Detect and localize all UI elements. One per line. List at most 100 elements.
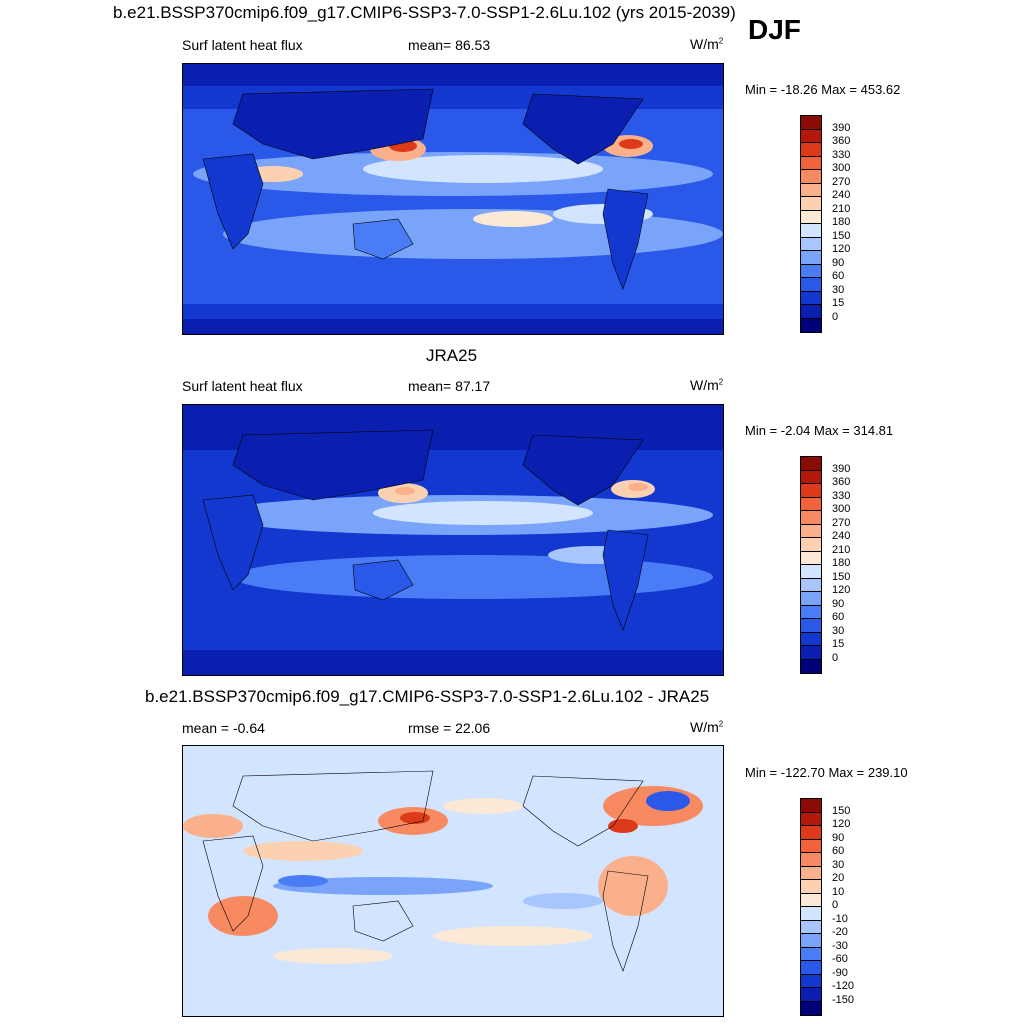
colorbar-segment <box>801 592 821 606</box>
colorbar-segment <box>801 934 821 948</box>
colorbar-tick-label: 240 <box>832 189 851 201</box>
colorbar-tick-label: 120 <box>832 818 851 830</box>
colorbar-segment <box>801 210 821 224</box>
colorbar-tick-label: 120 <box>832 243 851 255</box>
colorbar-segment <box>801 799 821 813</box>
colorbar-tick-label: 270 <box>832 175 851 188</box>
colorbar-tick-label: 60 <box>832 270 845 282</box>
panel3-title: b.e21.BSSP370cmip6.f09_g17.CMIP6-SSP3-7.… <box>145 687 710 706</box>
colorbar-tick-label: 180 <box>832 557 851 569</box>
colorbar-segment <box>801 524 821 538</box>
colorbar-tick-label: 360 <box>832 135 851 147</box>
colorbar-tick-label: 270 <box>832 516 851 529</box>
panel3-minmax: Min = -122.70 Max = 239.10 <box>745 765 908 780</box>
colorbar-tick-label: 390 <box>832 462 851 475</box>
panel1-map <box>182 63 724 335</box>
colorbar-segment <box>801 578 821 592</box>
panel1-variable-label: Surf latent heat flux <box>182 37 303 53</box>
colorbar-tick-label: 90 <box>832 831 845 844</box>
panel2-mean-label: mean= 87.17 <box>408 378 491 394</box>
panel1-title: b.e21.BSSP370cmip6.f09_g17.CMIP6-SSP3-7.… <box>113 3 736 22</box>
colorbar-tick-label: 360 <box>832 476 851 488</box>
colorbar-segment <box>801 116 821 130</box>
colorbar-tick-label: -150 <box>832 993 855 1006</box>
colorbar-segment <box>801 632 821 646</box>
colorbar-tick-label: 180 <box>832 216 851 228</box>
colorbar-tick-label: 20 <box>832 872 845 884</box>
panel2-title: JRA25 <box>426 346 478 365</box>
colorbar-segment <box>801 278 821 292</box>
colorbar-segment <box>801 1001 821 1015</box>
colorbar-tick-label: 30 <box>832 858 845 871</box>
colorbar-segment <box>801 839 821 853</box>
colorbar-segment <box>801 224 821 238</box>
panel1-colorbar <box>800 115 822 333</box>
colorbar-tick-label: 30 <box>832 624 845 637</box>
panel3-mean-label: mean = -0.64 <box>182 720 265 736</box>
panel2-minmax: Min = -2.04 Max = 314.81 <box>745 423 894 438</box>
colorbar-tick-label: 90 <box>832 256 845 269</box>
colorbar-segment <box>801 646 821 660</box>
colorbar-tick-label: 150 <box>832 570 851 583</box>
panel1-map-svg <box>183 64 723 334</box>
colorbar-tick-label: 15 <box>832 638 845 650</box>
colorbar-tick-label: 120 <box>832 584 851 596</box>
colorbar-segment <box>801 305 821 319</box>
colorbar-segment <box>801 129 821 143</box>
colorbar-segment <box>801 197 821 211</box>
panel2-colorbar <box>800 456 822 674</box>
colorbar-tick-label: 150 <box>832 229 851 242</box>
panel2-variable-label: Surf latent heat flux <box>182 378 303 394</box>
colorbar-segment <box>801 484 821 498</box>
colorbar-tick-label: -60 <box>832 953 848 965</box>
colorbar-segment <box>801 853 821 867</box>
colorbar-tick-label: 60 <box>832 611 845 623</box>
colorbar-segment <box>801 251 821 265</box>
colorbar-segment <box>801 143 821 157</box>
colorbar-tick-label: -10 <box>832 912 848 925</box>
panel1-units: W/m2 <box>690 36 724 52</box>
colorbar-tick-label: 240 <box>832 530 851 542</box>
colorbar-segment <box>801 880 821 894</box>
colorbar-tick-label: -90 <box>832 966 848 979</box>
panel3-colorbar <box>800 798 822 1016</box>
colorbar-segment <box>801 237 821 251</box>
colorbar-segment <box>801 619 821 633</box>
colorbar-segment <box>801 170 821 184</box>
colorbar-segment <box>801 291 821 305</box>
panel2-map <box>182 404 724 676</box>
panel3-map <box>182 745 724 1017</box>
colorbar-tick-label: 0 <box>832 651 839 664</box>
colorbar-tick-label: -20 <box>832 926 848 938</box>
colorbar-tick-label: 0 <box>832 899 839 911</box>
colorbar-tick-label: 15 <box>832 297 845 309</box>
panel1-minmax: Min = -18.26 Max = 453.62 <box>745 82 901 97</box>
colorbar-segment <box>801 318 821 332</box>
panel1-mean-label: mean= 86.53 <box>408 37 491 53</box>
colorbar-tick-label: -120 <box>832 980 855 992</box>
colorbar-tick-label: 30 <box>832 283 845 296</box>
colorbar-segment <box>801 156 821 170</box>
colorbar-segment <box>801 974 821 988</box>
panel3-units: W/m2 <box>690 719 724 735</box>
colorbar-tick-label: 330 <box>832 489 851 502</box>
colorbar-segment <box>801 893 821 907</box>
colorbar-segment <box>801 812 821 826</box>
colorbar-segment <box>801 947 821 961</box>
panel2-units: W/m2 <box>690 377 724 393</box>
colorbar-segment <box>801 659 821 673</box>
season-label: DJF <box>748 14 801 45</box>
colorbar-tick-label: 390 <box>832 121 851 134</box>
colorbar-tick-label: 210 <box>832 543 851 556</box>
colorbar-segment <box>801 264 821 278</box>
colorbar-tick-label: -30 <box>832 939 848 952</box>
colorbar-tick-label: 0 <box>832 310 839 323</box>
colorbar-segment <box>801 551 821 565</box>
colorbar-segment <box>801 457 821 471</box>
colorbar-segment <box>801 988 821 1002</box>
colorbar-segment <box>801 605 821 619</box>
colorbar-segment <box>801 470 821 484</box>
colorbar-tick-label: 300 <box>832 503 851 515</box>
panel3-rmse-label: rmse = 22.06 <box>408 720 491 736</box>
colorbar-segment <box>801 511 821 525</box>
